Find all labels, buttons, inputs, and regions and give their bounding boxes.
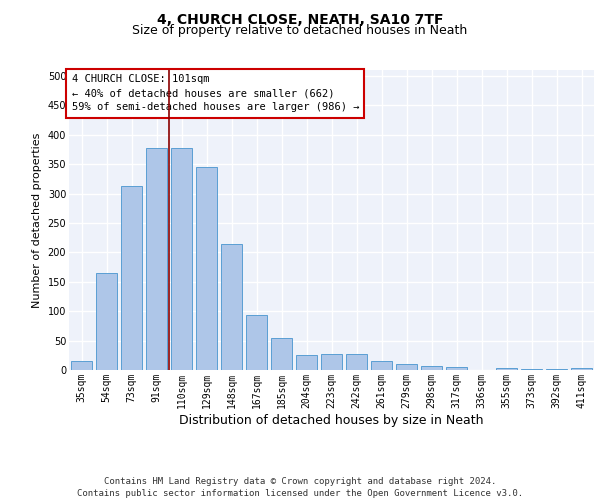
Bar [71, 361, 92, 370]
Bar [321, 354, 342, 370]
Text: Size of property relative to detached houses in Neath: Size of property relative to detached ho… [133, 24, 467, 37]
Y-axis label: Number of detached properties: Number of detached properties [32, 132, 42, 308]
Bar [171, 148, 192, 370]
Bar [246, 316, 267, 370]
Bar [496, 368, 517, 370]
Bar [371, 361, 392, 370]
Bar [446, 367, 467, 370]
Bar [96, 273, 117, 370]
Bar [196, 167, 217, 370]
Text: 4 CHURCH CLOSE: 101sqm
← 40% of detached houses are smaller (662)
59% of semi-de: 4 CHURCH CLOSE: 101sqm ← 40% of detached… [71, 74, 359, 112]
Bar [396, 364, 417, 370]
Text: 4, CHURCH CLOSE, NEATH, SA10 7TF: 4, CHURCH CLOSE, NEATH, SA10 7TF [157, 12, 443, 26]
Bar [271, 338, 292, 370]
Bar [571, 368, 592, 370]
Bar [346, 354, 367, 370]
Bar [121, 186, 142, 370]
X-axis label: Distribution of detached houses by size in Neath: Distribution of detached houses by size … [179, 414, 484, 426]
Bar [421, 366, 442, 370]
Bar [296, 356, 317, 370]
Text: Contains HM Land Registry data © Crown copyright and database right 2024.
Contai: Contains HM Land Registry data © Crown c… [77, 476, 523, 498]
Bar [221, 244, 242, 370]
Bar [146, 148, 167, 370]
